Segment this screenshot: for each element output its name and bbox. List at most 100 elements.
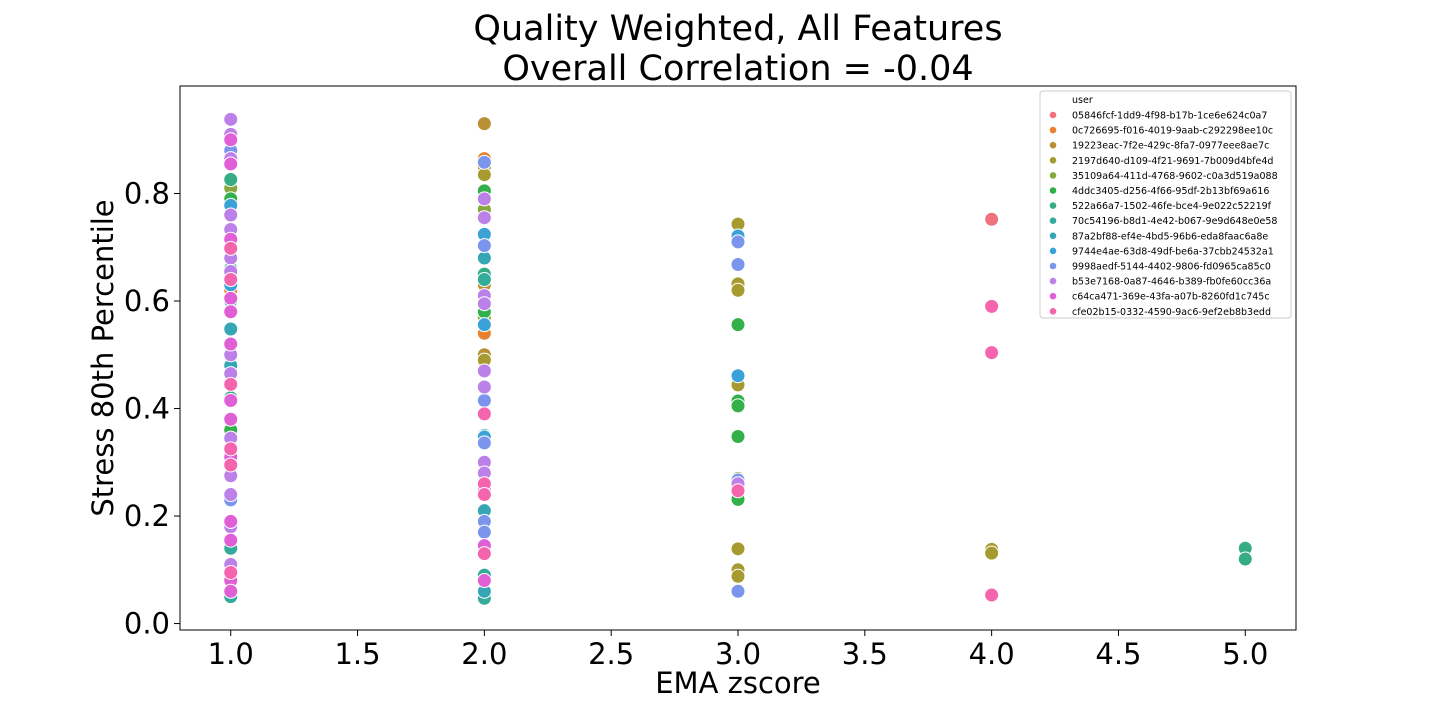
data-point [223, 272, 239, 288]
x-tick-label: 1.0 [208, 637, 254, 671]
data-point [223, 441, 239, 457]
data-point [984, 211, 1000, 227]
y-axis-label: Stress 80th Percentile [86, 199, 120, 516]
data-point [476, 272, 492, 288]
data-point [476, 116, 492, 132]
data-point [476, 392, 492, 408]
y-tick-label: 0.8 [124, 177, 170, 211]
legend-entry-label: b53e7168-0a87-4646-b389-fb0fe60cc36a [1072, 277, 1271, 288]
legend-entry-label: 9744e4ae-63d8-49df-be6a-37cbb24532a1 [1072, 246, 1274, 257]
data-point [223, 321, 239, 337]
data-point [730, 282, 746, 298]
x-axis-ticks: 1.0 1.5 2.0 2.5 3.0 3.5 4.0 4.5 5.0 [208, 630, 1268, 671]
data-point [730, 398, 746, 414]
legend-marker [1049, 246, 1057, 255]
data-point [223, 513, 239, 529]
data-point [223, 240, 239, 256]
data-point [223, 583, 239, 599]
x-tick-label: 2.5 [588, 637, 634, 671]
legend-entry-label: 05846fcf-1dd9-4f98-b17b-1ce6e624c0a7 [1072, 111, 1267, 122]
data-point [223, 392, 239, 408]
data-point [223, 132, 239, 148]
data-point [223, 172, 239, 188]
data-point [223, 336, 239, 352]
y-tick-label: 0.2 [124, 499, 170, 533]
legend-marker [1049, 201, 1057, 210]
legend-entry-label: 87a2bf88-ef4e-4bd5-96b6-eda8faac6a8e [1072, 231, 1268, 242]
data-point [223, 532, 239, 548]
data-point [476, 210, 492, 226]
y-tick-label: 0.6 [124, 284, 170, 318]
data-point [984, 587, 1000, 603]
legend-entry-label: 9998aedf-5144-4402-9806-fd0965ca85c0 [1072, 262, 1271, 273]
data-point [223, 457, 239, 473]
data-point [476, 363, 492, 379]
y-axis-ticks: 0.0 0.2 0.4 0.6 0.8 [124, 177, 180, 641]
data-point [730, 583, 746, 599]
legend-marker [1049, 111, 1057, 119]
data-point [730, 568, 746, 584]
legend-entry-label: cfe02b15-0332-4590-9ac6-9ef2eb8b3edd [1072, 307, 1271, 318]
data-point [476, 296, 492, 312]
x-tick-label: 3.5 [842, 637, 888, 671]
x-tick-label: 4.0 [969, 637, 1015, 671]
legend-marker [1049, 216, 1057, 225]
data-point [476, 573, 492, 589]
data-point [476, 154, 492, 170]
legend-marker [1049, 126, 1057, 135]
data-point [476, 238, 492, 254]
data-point [223, 411, 239, 427]
data-point [476, 406, 492, 422]
data-point [476, 546, 492, 562]
data-point [476, 379, 492, 395]
data-point [730, 483, 746, 499]
data-point [223, 564, 239, 580]
data-point [984, 298, 1000, 314]
x-tick-label: 4.5 [1095, 637, 1141, 671]
legend-marker [1049, 307, 1057, 316]
data-point [984, 345, 1000, 361]
chart-title-line-1: Quality Weighted, All Features [473, 9, 1002, 49]
data-point [223, 156, 239, 172]
legend-entry-label: 19223eac-7f2e-429c-8fa7-0977eee8ae7c [1072, 141, 1269, 152]
legend-marker [1049, 171, 1057, 180]
data-point [223, 304, 239, 320]
x-tick-label: 1.5 [334, 637, 380, 671]
x-tick-label: 2.0 [461, 637, 507, 671]
legend-entry-label: 35109a64-411d-4768-9602-c0a3d519a088 [1072, 171, 1278, 182]
legend-entry-label: 2197d640-d109-4f21-9691-7b009d4bfe4d [1072, 156, 1273, 167]
data-point [476, 317, 492, 333]
data-point [223, 487, 239, 503]
legend-entry-label: 4ddc3405-d256-4f66-95df-2b13bf69a616 [1072, 186, 1269, 197]
legend-entry-label: 522a66a7-1502-46fe-bce4-9e022c52219f [1072, 201, 1272, 212]
legend-marker [1049, 186, 1057, 195]
legend-marker [1049, 277, 1057, 285]
legend-marker [1049, 231, 1057, 240]
legend-frame [1039, 90, 1292, 319]
data-point [1237, 551, 1253, 567]
data-point [730, 368, 746, 384]
data-point [223, 111, 239, 127]
x-tick-label: 3.0 [715, 637, 761, 671]
data-point [730, 428, 746, 444]
data-point [476, 435, 492, 451]
data-point [223, 290, 239, 306]
y-tick-label: 0.4 [124, 392, 170, 426]
y-tick-label: 0.0 [124, 607, 170, 641]
legend-items: 05846fcf-1dd9-4f98-b17b-1ce6e624c0a7 0c72… [1049, 111, 1278, 318]
x-tick-label: 5.0 [1222, 637, 1268, 671]
data-point [730, 317, 746, 333]
legend-marker [1049, 141, 1057, 150]
legend-entry-label: 70c54196-b8d1-4e42-b067-9e9d648e0e58 [1072, 216, 1277, 227]
data-point [730, 541, 746, 557]
x-axis-label: EMA zscore [655, 666, 821, 700]
data-point [476, 487, 492, 503]
points-layer [223, 111, 1253, 606]
legend-marker [1049, 156, 1057, 165]
data-point [984, 545, 1000, 561]
data-point [476, 191, 492, 207]
legend-entry-label: 0c726695-f016-4019-9aab-c292298ee10c [1072, 126, 1273, 137]
data-point [730, 234, 746, 250]
legend-marker [1049, 292, 1057, 301]
